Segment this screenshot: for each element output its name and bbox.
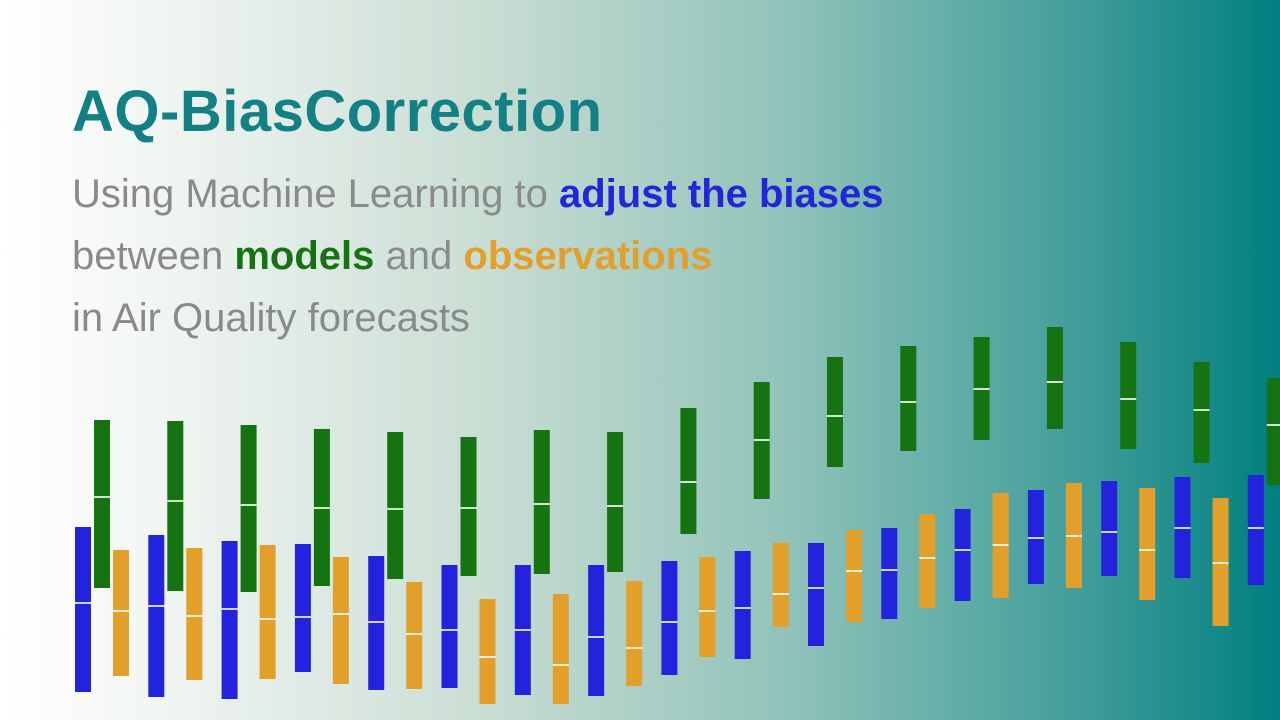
deco-bar bbox=[441, 565, 458, 688]
deco-bar bbox=[406, 582, 423, 689]
deco-bar bbox=[808, 543, 824, 646]
deco-bar bbox=[607, 432, 624, 572]
deco-bar bbox=[294, 544, 311, 672]
deco-bar bbox=[588, 565, 605, 696]
deco-bar bbox=[881, 528, 898, 619]
deco-bar bbox=[259, 545, 276, 679]
deco-bar bbox=[460, 437, 477, 576]
deco-bar bbox=[734, 551, 751, 659]
deco-bar bbox=[661, 561, 678, 675]
deco-bar bbox=[186, 548, 203, 680]
deco-bar bbox=[919, 514, 936, 608]
deco-bar bbox=[772, 543, 789, 627]
deco-bar bbox=[240, 425, 257, 592]
deco-bar bbox=[1101, 481, 1118, 576]
deco-bar bbox=[1139, 488, 1156, 600]
deco-bar bbox=[1046, 327, 1063, 429]
deco-bar bbox=[552, 594, 569, 704]
deco-bar bbox=[827, 357, 843, 467]
subtitle-text: Using Machine Learning to bbox=[72, 172, 548, 216]
deco-bar bbox=[1193, 362, 1210, 463]
deco-bar bbox=[332, 557, 349, 684]
deco-bar bbox=[479, 599, 496, 704]
deco-bar bbox=[148, 535, 165, 697]
title: AQ-BiasCorrection bbox=[72, 79, 603, 144]
subtitle-line: in Air Quality forecasts bbox=[72, 296, 470, 341]
deco-bar bbox=[1247, 475, 1264, 585]
deco-bar bbox=[954, 509, 971, 601]
highlight: observations bbox=[463, 234, 713, 278]
deco-bar bbox=[167, 421, 184, 591]
deco-bar bbox=[699, 557, 716, 657]
deco-bar bbox=[680, 408, 697, 534]
deco-bar bbox=[113, 550, 129, 676]
subtitle-text: and bbox=[385, 234, 453, 278]
deco-bar bbox=[1266, 378, 1280, 485]
deco-bar bbox=[846, 530, 862, 622]
deco-bar bbox=[626, 581, 643, 686]
deco-bar bbox=[387, 432, 404, 579]
deco-bar bbox=[533, 430, 550, 574]
deco-bar bbox=[75, 527, 91, 692]
highlight: models bbox=[234, 234, 375, 278]
subtitle-text: between bbox=[72, 234, 224, 278]
deco-bar bbox=[221, 541, 238, 699]
subtitle-text: in Air Quality forecasts bbox=[72, 296, 470, 340]
deco-bar bbox=[94, 420, 110, 588]
deco-bar bbox=[900, 346, 917, 451]
subtitle-line: between models and observations bbox=[72, 234, 712, 279]
subtitle-line: Using Machine Learning to adjust the bia… bbox=[72, 172, 884, 217]
highlight: adjust the biases bbox=[558, 172, 884, 216]
deco-bar bbox=[1120, 342, 1137, 449]
